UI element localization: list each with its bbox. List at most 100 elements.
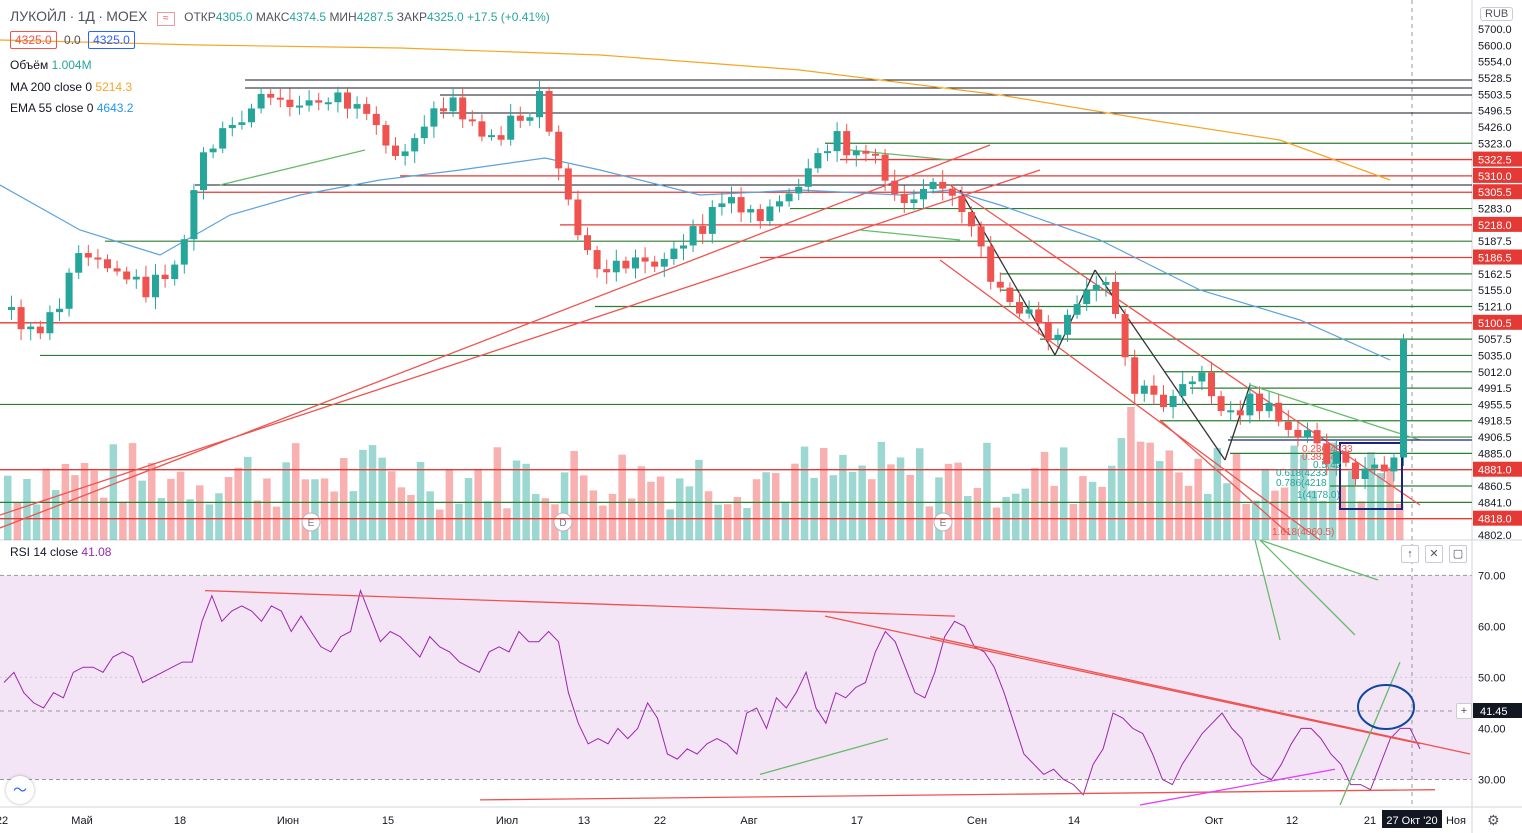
rsi-value: 41.08 — [81, 545, 112, 559]
volume-bar — [676, 478, 684, 540]
candle — [1150, 385, 1158, 395]
volume-bar — [1328, 442, 1337, 540]
candle — [305, 100, 313, 106]
candle — [1121, 313, 1129, 358]
candle — [824, 151, 831, 154]
candle — [401, 151, 409, 156]
volume-bar — [848, 471, 857, 540]
fib-label: 0.5(42 — [1313, 460, 1342, 471]
rsi-axis-label: 40.00 — [1478, 723, 1506, 735]
volume-bar — [743, 507, 751, 540]
close-icon[interactable]: ✕ — [1425, 545, 1443, 563]
candle — [1083, 290, 1091, 305]
volume-bar — [647, 481, 655, 540]
volume-bar — [388, 471, 396, 540]
candle — [1236, 410, 1244, 416]
volume-bar — [1146, 442, 1154, 540]
price-axis-label: 5283.0 — [1478, 204, 1512, 216]
time-axis-label: Авг — [740, 815, 757, 827]
add-icon[interactable]: + — [1456, 703, 1472, 719]
symbol[interactable]: ЛУКОЙЛ — [10, 8, 67, 24]
candle — [1140, 385, 1148, 394]
fib-label: 1(4178.0) — [1297, 490, 1340, 501]
candle — [872, 153, 879, 156]
price-axis-label: 4818.0 — [1478, 514, 1512, 526]
price-axis-label: 5323.0 — [1478, 138, 1512, 150]
rsi-pane — [3, 539, 1471, 806]
price-axis-label: 5496.5 — [1478, 106, 1512, 118]
price-label-bg — [1473, 167, 1522, 183]
price-axis-label: 4802.0 — [1478, 530, 1512, 542]
candle — [584, 235, 591, 251]
candle — [1332, 451, 1340, 464]
volume-bar — [589, 490, 598, 540]
volume-bar — [868, 479, 876, 540]
candle — [468, 119, 476, 122]
volume-bar — [1367, 452, 1375, 540]
candle — [900, 194, 908, 203]
volume-bar — [800, 446, 809, 540]
volume-bar — [637, 466, 646, 540]
red-trend-line — [0, 169, 1041, 516]
ema55-legend[interactable]: EMA 55 close 0 4643.2 — [10, 101, 133, 115]
price-axis-label: 5186.5 — [1478, 253, 1512, 265]
maximize-icon[interactable]: ▢ — [1449, 545, 1467, 563]
ema55-value: 4643.2 — [96, 101, 134, 115]
volume-bar — [935, 477, 943, 540]
volume-bar — [704, 491, 713, 540]
currency-badge[interactable]: RUB — [1480, 7, 1514, 21]
tradingview-logo-icon[interactable]: 〜 — [6, 776, 34, 804]
volume-bar — [340, 457, 348, 540]
interval[interactable]: 1Д — [77, 8, 95, 24]
candle — [344, 92, 351, 109]
red-trend-line — [0, 144, 991, 529]
price-axis-label: 5121.0 — [1478, 301, 1512, 313]
volume-bar — [1357, 501, 1366, 540]
volume-bar — [109, 444, 118, 540]
volume-bar — [1204, 493, 1212, 540]
moving-averages — [0, 39, 1391, 361]
candle — [996, 281, 1004, 288]
rsi-legend[interactable]: RSI 14 close 41.08 — [10, 545, 111, 559]
currency-toggle-icon[interactable]: ≈ — [156, 12, 175, 26]
time-axis-label: Ноя — [1446, 815, 1466, 827]
candle — [603, 269, 611, 273]
volume-bar — [954, 462, 962, 540]
time-axis-label: 27 Окт '20 — [1386, 815, 1437, 827]
volume-bar — [42, 468, 50, 540]
volume-bar — [1348, 471, 1356, 540]
candle — [17, 307, 25, 330]
candle — [228, 124, 236, 129]
candle — [1073, 304, 1081, 315]
candle — [939, 181, 947, 189]
volume-bar — [906, 474, 914, 540]
volume-bar — [656, 476, 665, 540]
volume-legend[interactable]: Объём 1.004M — [10, 58, 92, 72]
volume-label: Объём — [10, 58, 49, 72]
highlight-box — [1339, 442, 1403, 510]
volume-bar — [138, 480, 146, 540]
move-up-icon[interactable]: ↑ — [1401, 545, 1419, 563]
candle — [1265, 402, 1273, 412]
rsi-axis-label: 30.00 — [1478, 774, 1506, 786]
settings-gear-icon[interactable]: ⚙ — [1487, 812, 1500, 828]
candle — [449, 97, 457, 112]
candle — [555, 131, 563, 169]
price-axis-label: 5700.0 — [1478, 24, 1512, 36]
candle — [180, 239, 188, 265]
time-axis-label: 22 — [0, 815, 8, 827]
volume-bar — [445, 468, 454, 540]
ma200-legend[interactable]: MA 200 close 0 5214.3 — [10, 80, 132, 94]
bid-badge[interactable]: 4325.0 — [10, 31, 57, 49]
ask-badge[interactable]: 4325.0 — [88, 31, 135, 49]
rsi-label: RSI 14 close — [10, 545, 79, 559]
candle — [238, 122, 246, 125]
volume-bar — [493, 447, 502, 540]
candle — [1064, 314, 1071, 335]
volume-bar — [896, 457, 905, 540]
event-marker-label: E — [940, 518, 947, 529]
green-projection-line — [1259, 539, 1356, 636]
high-value: 4374.5 — [289, 10, 327, 24]
event-marker — [301, 512, 321, 532]
